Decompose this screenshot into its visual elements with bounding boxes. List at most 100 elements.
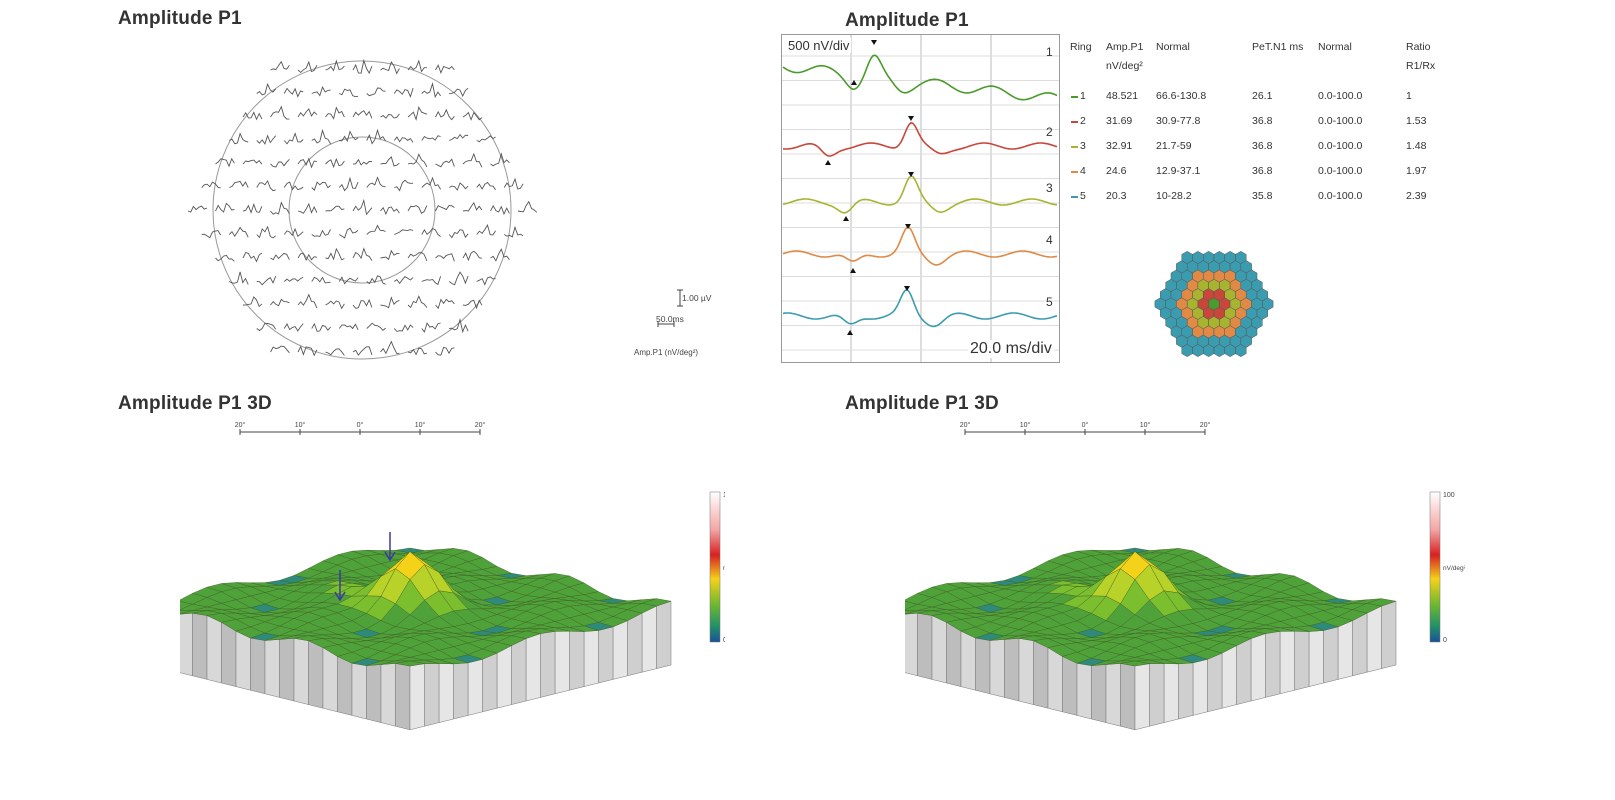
local-trace [407, 59, 427, 73]
local-trace [476, 135, 496, 143]
degree-tick-label: 0° [1082, 421, 1089, 429]
ring-results-table: Ring Amp.P1 nV/deg² Normal PeT.N1 ms Normal R… [1070, 38, 1470, 228]
local-trace [311, 276, 331, 284]
local-trace [421, 82, 441, 99]
ring-trace-3 [782, 175, 1058, 214]
local-trace [490, 152, 510, 167]
colorbar-max-label: 100 [723, 492, 725, 499]
local-trace [352, 58, 373, 75]
local-trace [325, 247, 345, 261]
local-trace [435, 346, 455, 356]
local-trace [449, 87, 469, 98]
local-trace [366, 87, 386, 97]
trace-scale-bar [657, 289, 683, 327]
topography-3d-title-left: Amplitude P1 3D [118, 393, 272, 414]
local-trace [338, 176, 359, 192]
local-trace [435, 64, 455, 75]
local-trace [339, 88, 359, 98]
colorbar [709, 491, 721, 643]
table-header: Normal [1156, 41, 1190, 53]
local-trace [490, 204, 510, 216]
local-trace [366, 224, 386, 235]
local-trace [380, 340, 400, 355]
local-trace [352, 158, 372, 166]
colorbar [1429, 491, 1441, 643]
table-cell: 32.91 [1106, 140, 1133, 152]
table-cell: 48.521 [1106, 90, 1139, 102]
local-trace [283, 227, 304, 238]
table-cell: 0.0-100.0 [1318, 90, 1363, 102]
scale-units-label: Amp.P1 (nV/deg²) [634, 348, 699, 357]
local-trace [311, 181, 331, 192]
trough-marker [847, 330, 853, 335]
local-trace [283, 181, 304, 191]
local-trace [242, 203, 263, 214]
trough-marker [825, 160, 831, 165]
local-trace [229, 132, 249, 145]
scale-time-label: 50.0ms [656, 314, 684, 324]
local-trace [242, 159, 263, 165]
local-trace [462, 250, 482, 262]
table-cell: 2 [1080, 115, 1086, 127]
local-trace [297, 202, 318, 214]
table-cell: 10-28.2 [1156, 190, 1192, 202]
local-trace [407, 205, 428, 214]
ring-label: 3 [1046, 181, 1053, 195]
local-trace [393, 276, 414, 285]
local-trace [393, 87, 414, 98]
local-trace [352, 298, 373, 309]
trough-marker [851, 80, 857, 85]
ring-average-traces [782, 40, 1058, 335]
local-trace [201, 181, 221, 189]
local-trace [256, 179, 276, 192]
table-header: Ring [1070, 41, 1092, 53]
local-trace [366, 322, 386, 332]
local-trace [435, 253, 455, 262]
hexagon-cell [1262, 297, 1274, 311]
ring-average-title: Amplitude P1 [845, 10, 969, 31]
local-trace [366, 176, 386, 188]
table-cell: 30.9-77.8 [1156, 115, 1201, 127]
local-trace [490, 248, 510, 262]
local-trace [338, 323, 359, 330]
local-trace [352, 198, 373, 216]
topography-3d-title-right: Amplitude P1 3D [845, 393, 999, 414]
local-trace [407, 252, 428, 262]
local-trace [325, 59, 345, 72]
local-trace [297, 293, 318, 309]
table-cell: 31.69 [1106, 115, 1133, 127]
table-cell: 26.1 [1252, 90, 1273, 102]
local-trace [421, 228, 441, 237]
degree-tick-label: 20° [1200, 421, 1211, 429]
topography-3d-right: 20° 10° 0° 10° 20° 100 nV/deg² 0 [905, 421, 1465, 731]
table-cell: 0.0-100.0 [1318, 165, 1363, 177]
local-trace [256, 134, 277, 145]
degree-tick-label: 0° [357, 421, 364, 429]
amplitude-surface [180, 547, 672, 667]
local-trace [449, 182, 469, 191]
local-trace [283, 87, 304, 98]
local-trace [476, 181, 496, 191]
topography-3d-left: 20° 10° 0° 10° 20° 100 nV/deg² 0 [180, 421, 725, 731]
local-trace [393, 324, 414, 332]
table-cell: 1.53 [1406, 115, 1427, 127]
local-trace [215, 202, 235, 213]
table-cell: 21.7-59 [1156, 140, 1192, 152]
local-trace [297, 157, 318, 169]
colorbar-unit-label: nV/deg² [723, 565, 725, 572]
local-trace [270, 201, 290, 215]
table-cell: 0.0-100.0 [1318, 190, 1363, 202]
local-trace [380, 249, 400, 261]
degree-tick-label: 10° [295, 421, 306, 429]
local-trace [407, 295, 428, 309]
table-cell: 0.0-100.0 [1318, 140, 1363, 152]
local-trace [380, 206, 400, 216]
local-trace [311, 128, 331, 145]
local-trace [448, 229, 469, 239]
local-trace [325, 348, 345, 356]
table-cell: 24.6 [1106, 165, 1127, 177]
colorbar-unit-label: nV/deg² [1443, 565, 1465, 572]
local-trace [270, 158, 290, 168]
table-cell: 36.8 [1252, 165, 1273, 177]
trough-marker [843, 216, 849, 221]
